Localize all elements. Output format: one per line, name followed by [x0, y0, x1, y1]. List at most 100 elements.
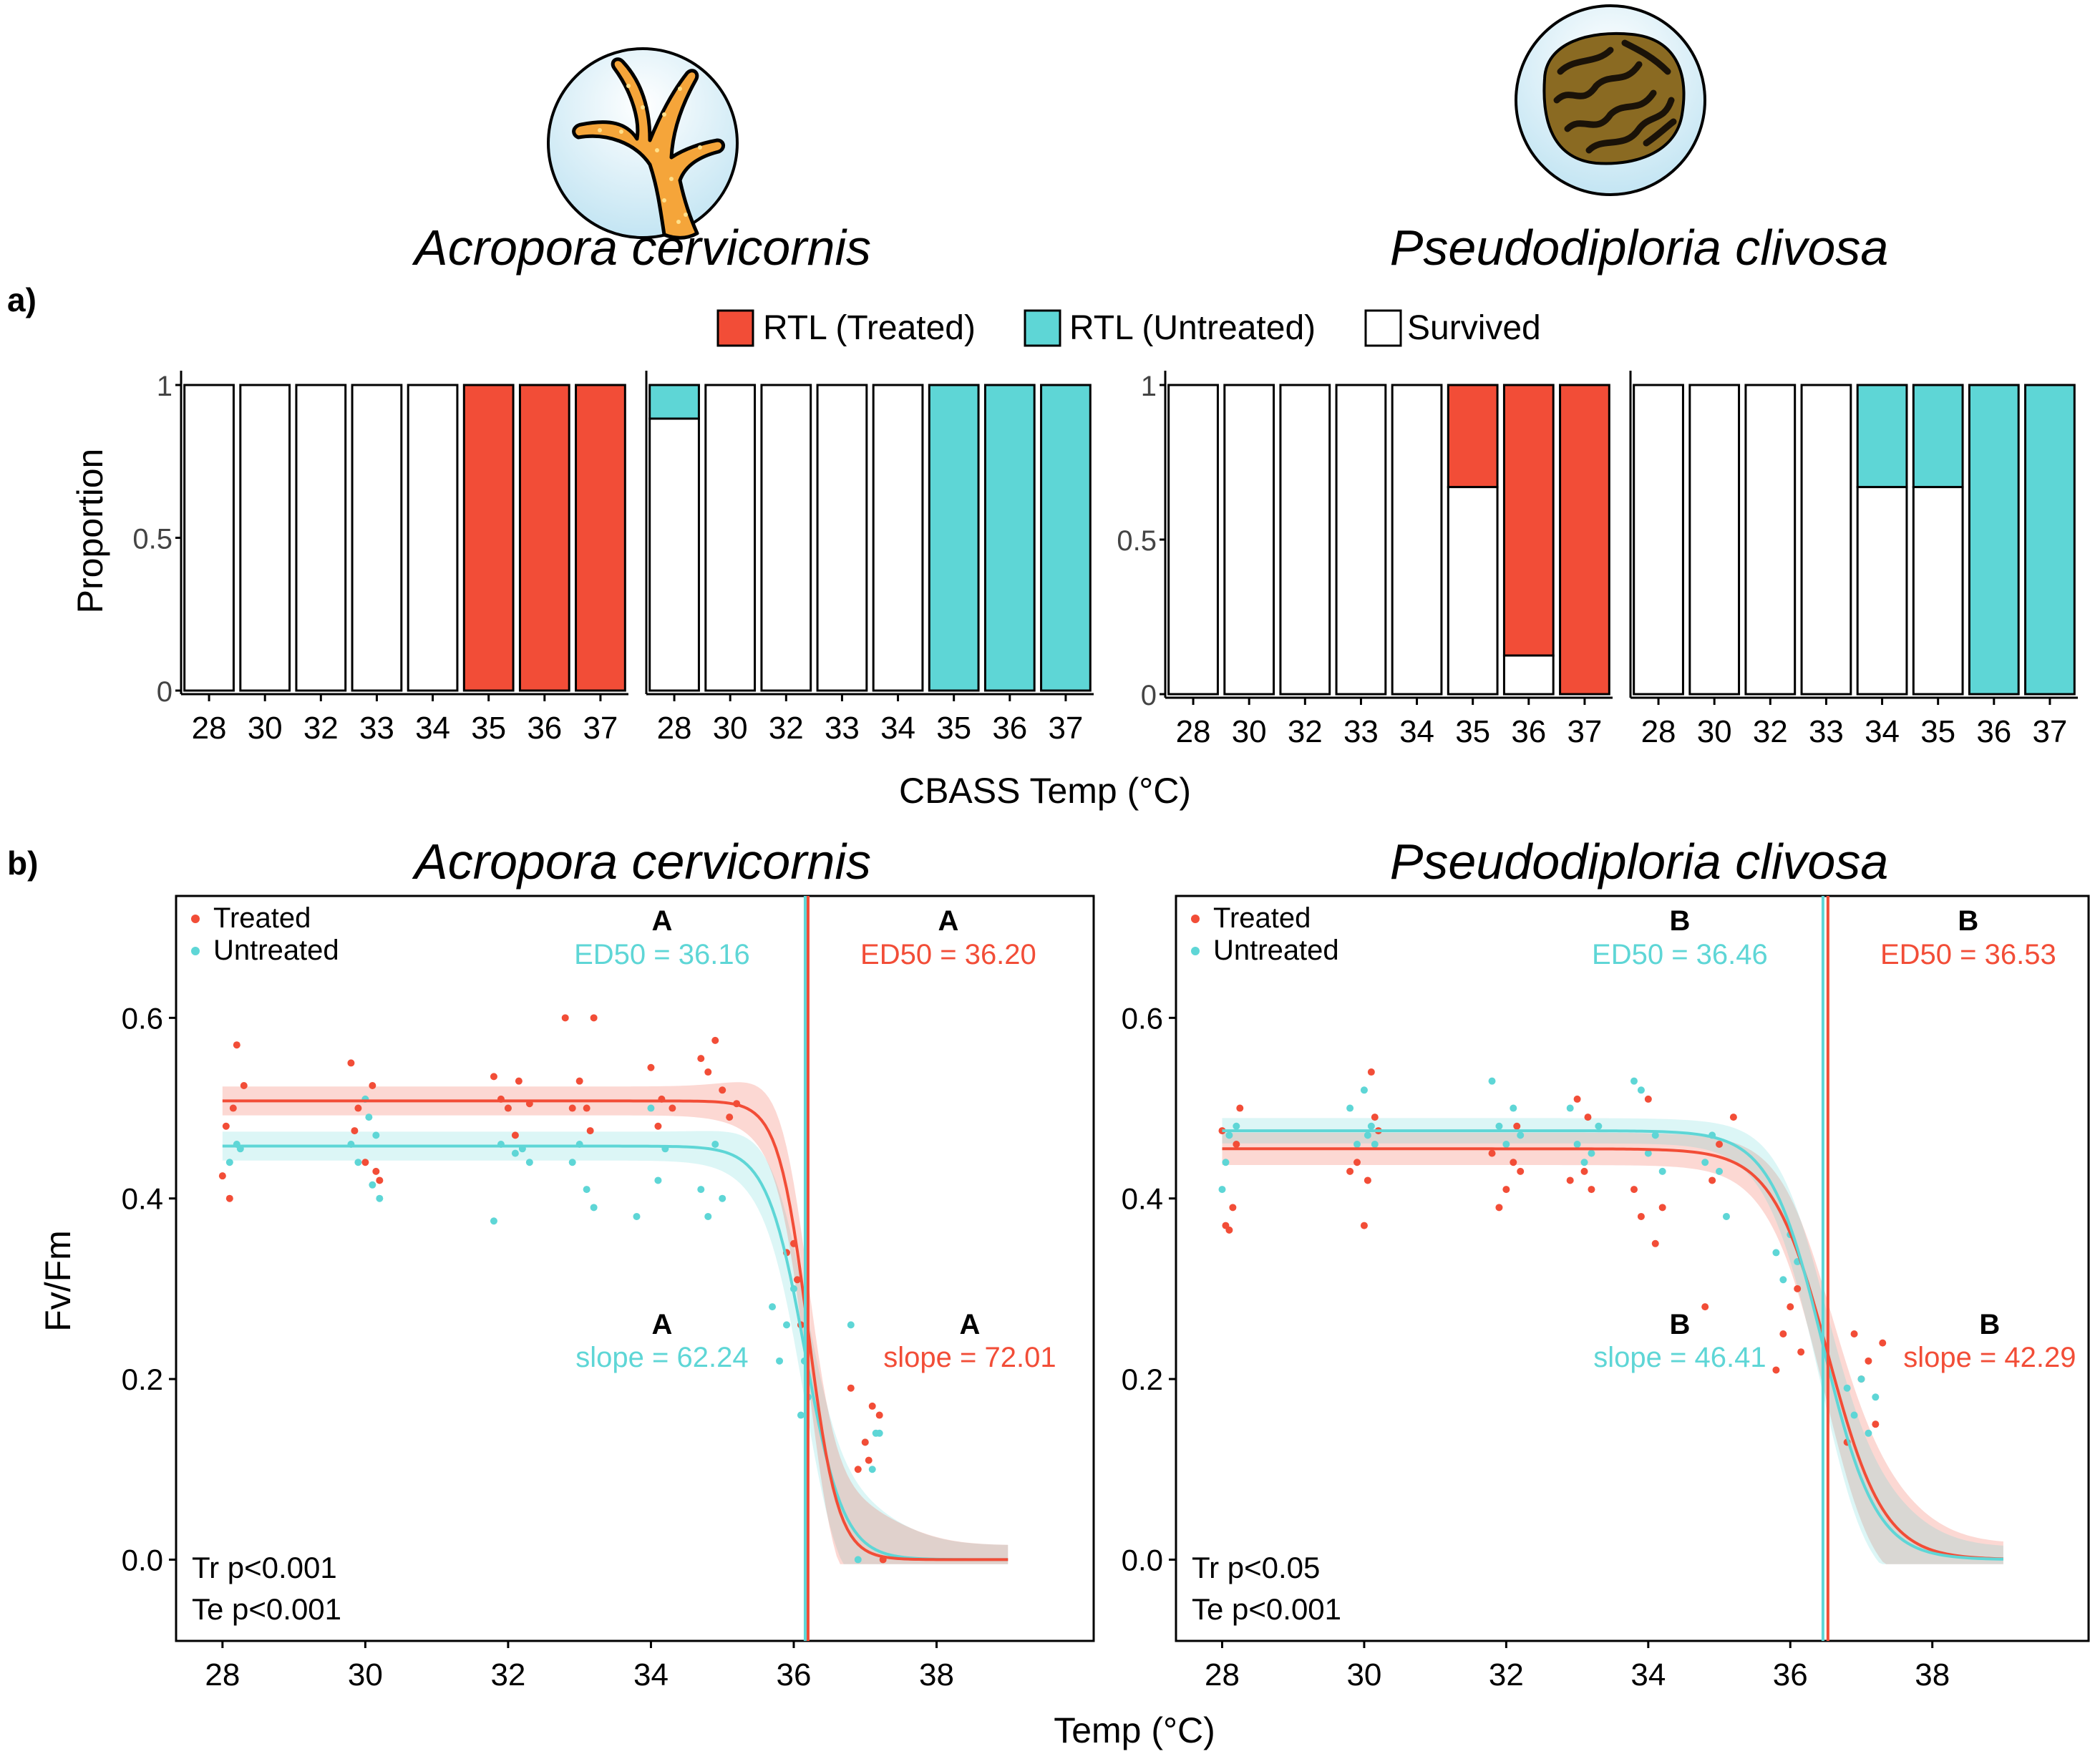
data-point-treated: [1584, 1114, 1592, 1121]
panel-b-ytick-label: 0.4: [122, 1182, 163, 1216]
data-point-treated: [1580, 1167, 1588, 1175]
bar-survived: [1335, 384, 1387, 696]
data-point-treated: [240, 1081, 248, 1089]
data-point-untreated: [1588, 1149, 1595, 1157]
panel-b-pvalue: Te p<0.001: [192, 1592, 341, 1626]
species-title-1: Acropora cervicornis: [412, 220, 871, 276]
panel-a-xtick-label: 28: [1176, 714, 1211, 749]
bar-rtl: [648, 384, 700, 420]
panel-a-xtick-label: 34: [880, 711, 915, 746]
bar-survived: [1279, 384, 1331, 696]
data-point-treated: [222, 1122, 230, 1130]
panel-b-ytick-label: 0.6: [122, 1001, 163, 1035]
panel-b-ytick-label: 0.0: [122, 1543, 163, 1577]
data-point-untreated: [1225, 1131, 1233, 1139]
data-point-treated: [868, 1402, 876, 1410]
panel-a-xtick-label: 37: [1567, 714, 1602, 749]
data-point-treated: [865, 1456, 873, 1464]
panel-a-xtick-label: 28: [192, 711, 227, 746]
data-point-treated: [590, 1014, 598, 1022]
data-point-treated: [1729, 1114, 1737, 1121]
panel-a-xtick-label: 30: [713, 711, 748, 746]
data-point-treated: [1360, 1222, 1368, 1229]
data-point-untreated: [868, 1466, 876, 1473]
panel-b-xtick-label: 32: [1489, 1657, 1524, 1692]
data-point-treated: [1233, 1141, 1240, 1148]
panel-a-xtick-label: 28: [657, 711, 692, 746]
data-point-treated: [561, 1014, 569, 1022]
bar-survived: [1223, 384, 1275, 696]
bar-survived: [1391, 384, 1443, 696]
data-point-untreated: [1779, 1276, 1787, 1284]
panel-a-xtick-label: 35: [1455, 714, 1490, 749]
data-point-treated: [1701, 1303, 1709, 1311]
data-point-untreated: [1637, 1086, 1645, 1094]
slope-label-treated-letter: A: [959, 1309, 980, 1340]
data-point-treated: [1513, 1122, 1521, 1130]
panel-b-xtick-label: 34: [1630, 1657, 1666, 1692]
data-point-untreated: [1644, 1149, 1652, 1157]
bar-survived: [183, 384, 235, 692]
ed50-label-treated-value: ED50 = 36.53: [1880, 939, 2056, 970]
panel-a-xtick-label: 37: [583, 711, 618, 746]
data-point-untreated: [376, 1194, 384, 1202]
bar-survived: [239, 384, 291, 692]
data-point-treated: [654, 1122, 662, 1130]
fit-curve-untreated: [222, 1144, 1008, 1561]
data-point-untreated: [369, 1181, 376, 1189]
panel-b-xtick-label: 36: [777, 1657, 812, 1692]
slope-label-untreated-value: slope = 62.24: [575, 1342, 748, 1373]
panel-a-xtick-label: 30: [1697, 714, 1732, 749]
panel-b-ytick-label: 0.2: [1122, 1363, 1163, 1396]
panel-b-legend-marker-treated: [1191, 915, 1200, 923]
bar-survived: [1912, 486, 1964, 696]
data-point-untreated: [1865, 1429, 1872, 1437]
panel-b-xtick-label: 28: [1205, 1657, 1240, 1692]
panel-b-ytick-label: 0.4: [1122, 1182, 1163, 1216]
slope-label-untreated-letter: B: [1669, 1309, 1690, 1340]
data-point-untreated: [1364, 1131, 1371, 1139]
data-point-treated: [511, 1131, 519, 1139]
data-point-treated: [233, 1041, 240, 1049]
data-point-untreated: [1843, 1384, 1851, 1392]
data-point-treated: [1651, 1239, 1659, 1247]
legend-a-swatch-treated: [716, 309, 754, 347]
data-point-untreated: [1353, 1141, 1361, 1148]
panel-b-facet: 28 30 32 34 36 38 0.0 0.2 0.4 0.6 TreatedUntreated…: [122, 895, 1095, 1692]
panel-b-frame: [175, 895, 1095, 1642]
species-title-2: Pseudodiploria clivosa: [1390, 220, 1889, 276]
data-point-untreated: [1857, 1375, 1865, 1383]
fit-curve-untreated: [1222, 1129, 2003, 1561]
panel-b-xtick-label: 28: [205, 1657, 240, 1692]
data-point-untreated: [354, 1159, 362, 1166]
ed50-label-untreated-value: ED50 = 36.16: [574, 939, 750, 970]
data-point-treated: [854, 1466, 862, 1473]
panel-a-xtick-label: 33: [359, 711, 394, 746]
brain-coral-icon: [1515, 4, 1706, 196]
data-point-treated: [1371, 1114, 1379, 1121]
ed50-label-untreated-letter: B: [1669, 905, 1690, 937]
panel-a-xtick-label: 35: [1920, 714, 1955, 749]
data-point-treated: [369, 1081, 376, 1089]
bar-survived: [816, 384, 868, 692]
panel-a-xtick-label: 34: [1399, 714, 1434, 749]
data-point-untreated: [1510, 1104, 1517, 1112]
data-point-treated: [583, 1104, 590, 1112]
bar-survived: [1633, 384, 1684, 696]
data-point-treated: [361, 1159, 369, 1166]
data-point-untreated: [783, 1321, 791, 1329]
panel-a-ylabel: Proportion: [70, 449, 110, 614]
data-point-treated: [515, 1077, 522, 1085]
panel-a-ytick-label: 0: [157, 676, 172, 708]
panel-b-xtick-label: 36: [1773, 1657, 1808, 1692]
panel-b-xtick-label: 32: [490, 1657, 525, 1692]
data-point-treated: [1797, 1348, 1805, 1356]
bar-rtl: [928, 384, 980, 692]
data-point-treated: [1566, 1176, 1574, 1184]
ed50-label-untreated-letter: A: [651, 905, 672, 937]
bar-rtl: [1502, 384, 1555, 657]
data-point-untreated: [697, 1186, 705, 1194]
panel-b-xlabel: Temp (°C): [1054, 1710, 1215, 1750]
data-point-treated: [861, 1438, 869, 1446]
